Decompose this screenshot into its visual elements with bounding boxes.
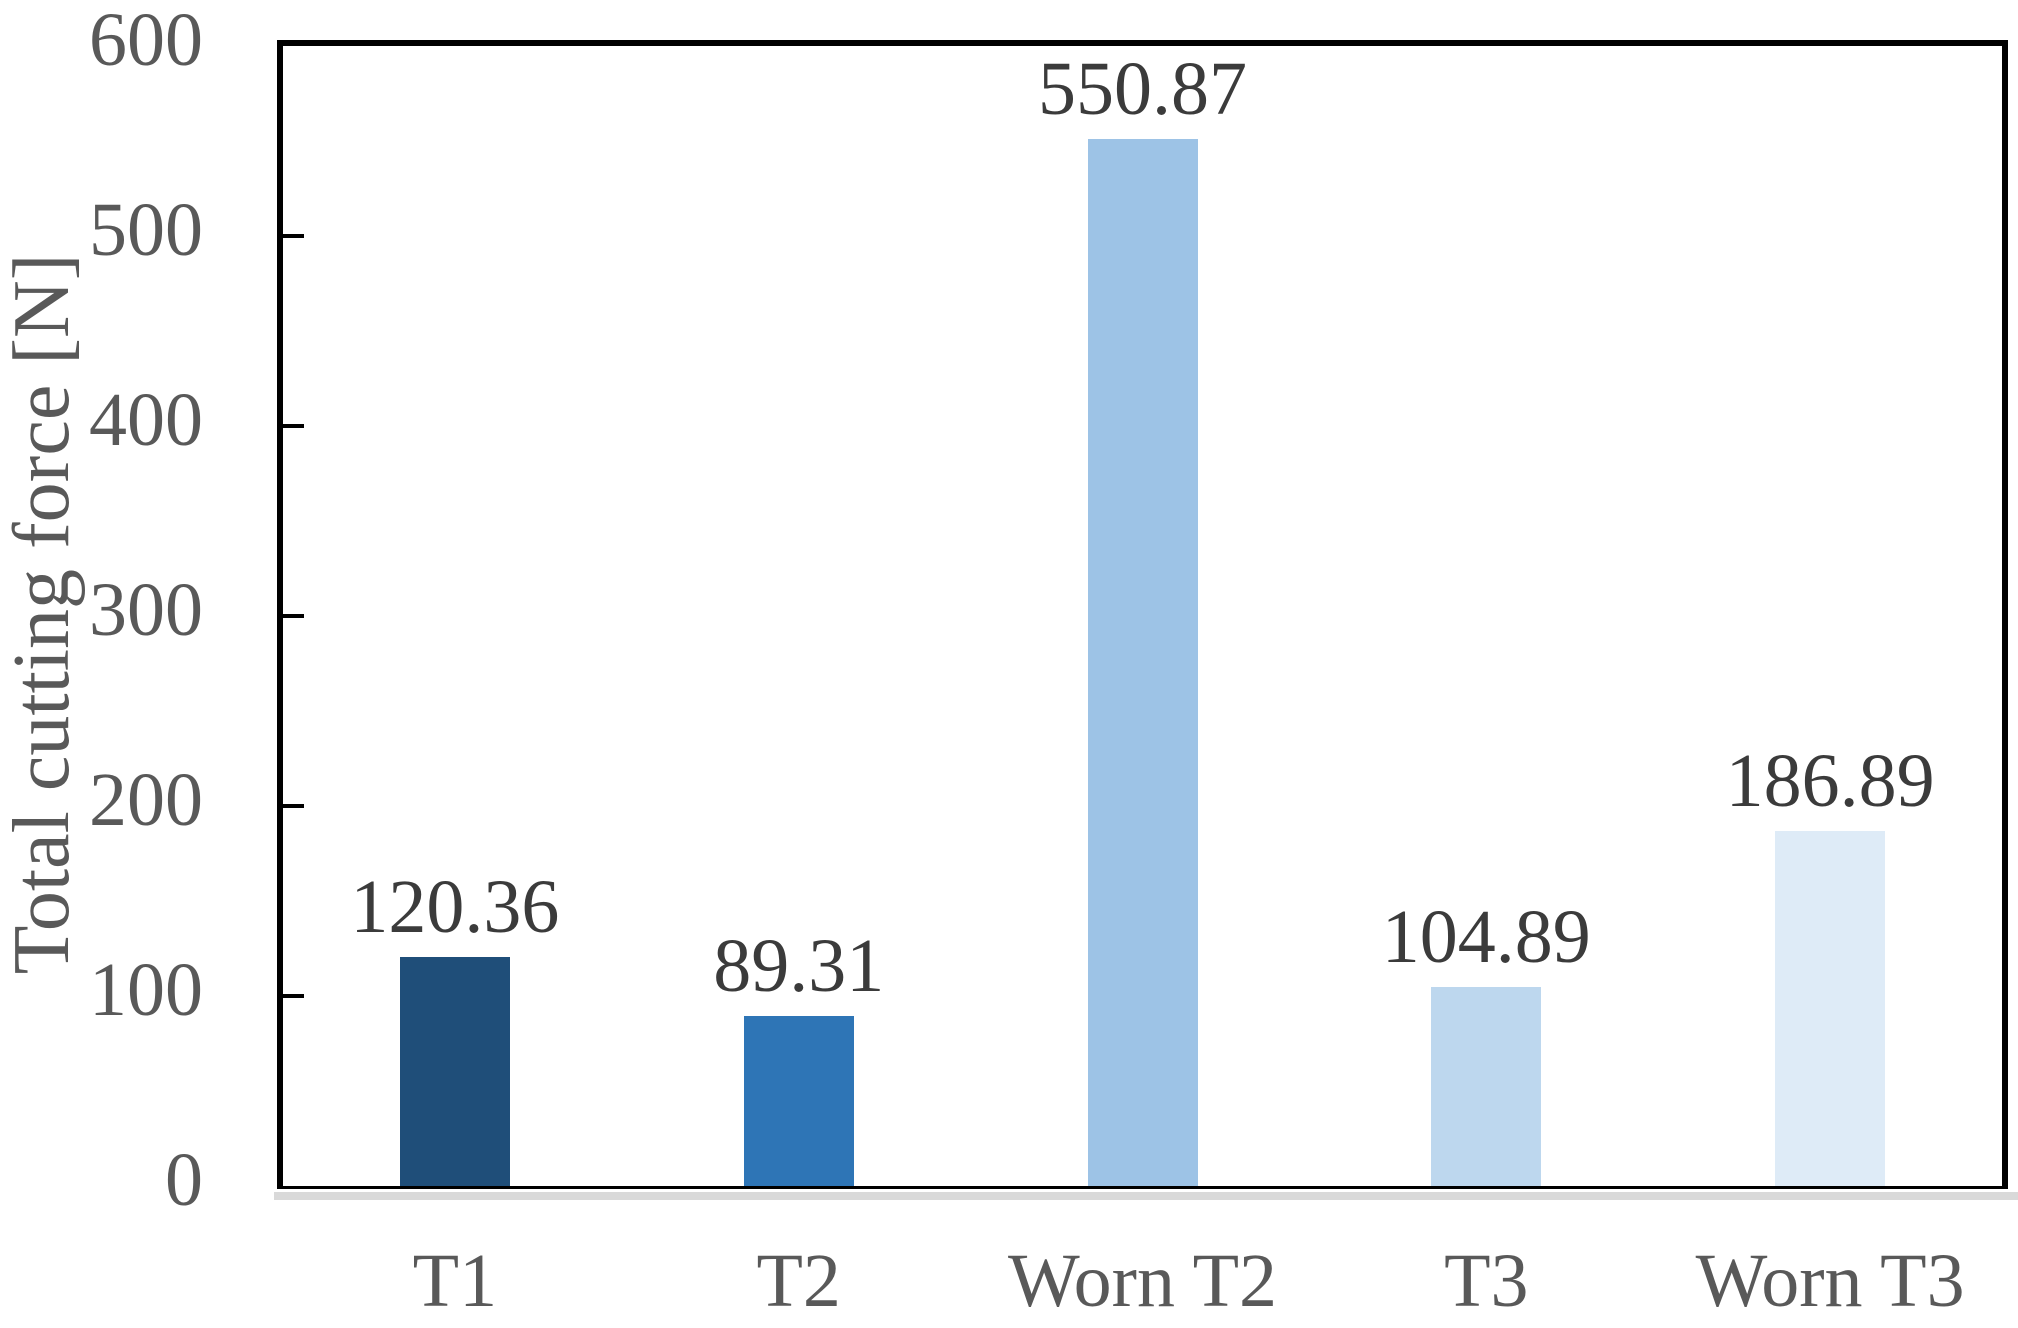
bar-value-label: 186.89: [1725, 738, 1935, 823]
x-axis-category-labels: T1 T2 Worn T2 T3 Worn T3: [283, 1243, 2002, 1328]
y-tick: [283, 994, 304, 998]
y-tick-label: 300: [89, 568, 203, 652]
plot-area: 120.36 89.31 550.87 104.89 186.89: [277, 40, 2008, 1189]
bar-value-label: 89.31: [713, 924, 885, 1009]
bar-t3: [1431, 986, 1542, 1186]
y-tick-label: 500: [89, 188, 203, 272]
x-category-label: T1: [412, 1239, 498, 1323]
x-category-label: T3: [1444, 1239, 1529, 1323]
y-tick: [283, 614, 304, 618]
bar-worn-t2: [1087, 139, 1198, 1186]
y-tick-label: 200: [89, 758, 203, 842]
y-axis-tick-labels: 0 100 200 300 400 500 600: [0, 0, 203, 1328]
x-category-label: Worn T2: [1007, 1239, 1278, 1323]
bar-t2: [743, 1016, 854, 1186]
y-tick-label: 400: [89, 378, 203, 462]
x-category-label: Worn T3: [1695, 1239, 1965, 1323]
y-tick: [283, 804, 304, 808]
bar-value-label: 550.87: [1038, 47, 1247, 132]
bar-worn-t3: [1775, 830, 1886, 1186]
x-category-label: T2: [756, 1239, 841, 1323]
x-axis-baseline-shadow: [274, 1192, 2018, 1200]
y-tick: [283, 424, 304, 428]
bar-t1: [399, 957, 510, 1186]
y-tick-label: 0: [165, 1138, 203, 1222]
y-tick-label: 100: [89, 948, 203, 1032]
y-tick-label: 600: [89, 0, 203, 82]
bar-value-label: 120.36: [350, 865, 560, 950]
plot-inner: 120.36 89.31 550.87 104.89 186.89: [283, 46, 2002, 1186]
y-tick: [283, 234, 304, 238]
bar-value-label: 104.89: [1381, 894, 1591, 979]
